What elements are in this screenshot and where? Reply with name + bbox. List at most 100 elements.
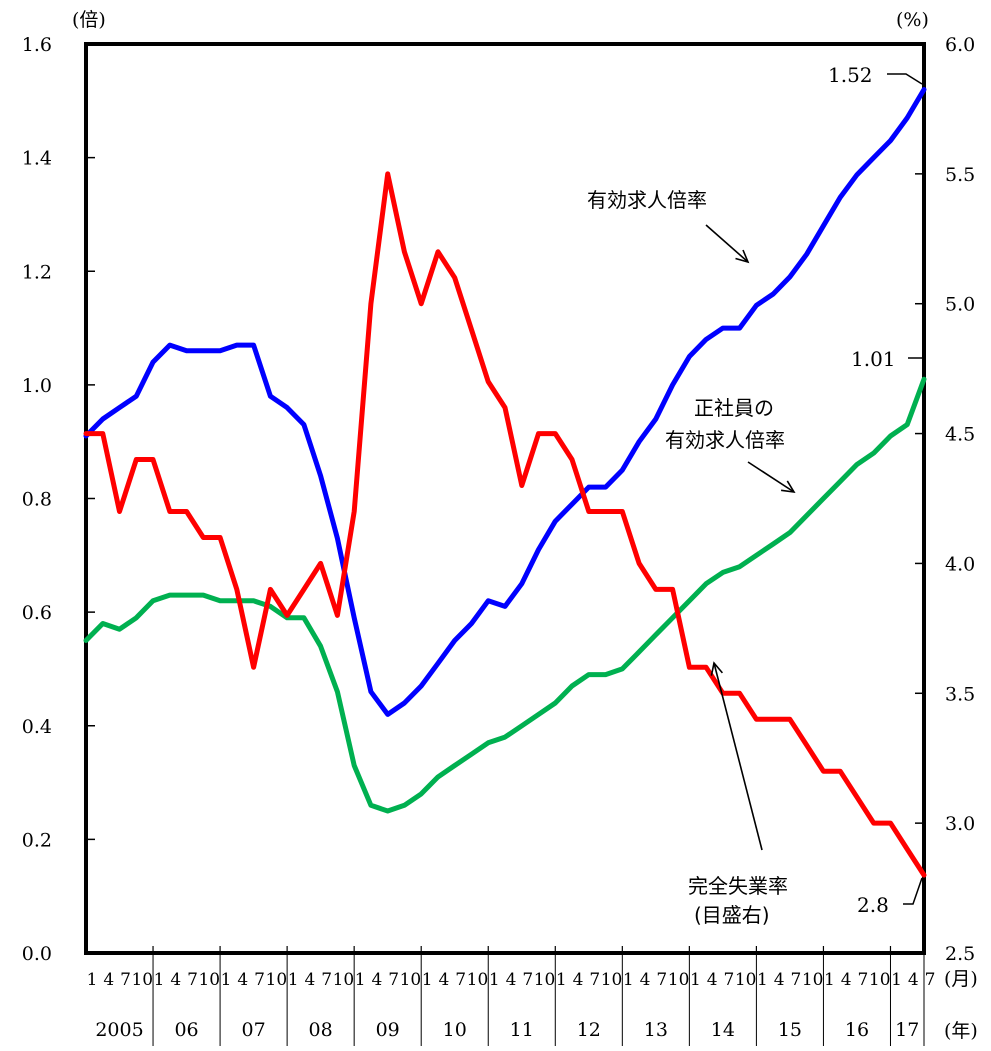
month-tick-label: 10 <box>802 970 824 990</box>
green-series-label-line1: 正社員の <box>694 396 774 420</box>
right-tick-label: 6.0 <box>945 34 975 56</box>
left-tick-label: 1.2 <box>22 261 52 283</box>
red-series-label-line1: 完全失業率 <box>688 874 788 898</box>
left-tick-label: 0.6 <box>22 602 52 624</box>
red-series-label-line2: (目盛右) <box>694 903 770 927</box>
month-tick-label: 4 <box>774 970 785 990</box>
month-tick-label: 1 <box>623 970 634 990</box>
right-axis-unit: (%) <box>896 9 929 31</box>
month-tick-label: 7 <box>388 970 399 990</box>
month-tick-label: 10 <box>198 970 220 990</box>
axes-group: 0.0 0.2 0.4 0.6 0.8 1.0 1.2 1.4 1.6 2.5 3.0 3.5 4.0 4… <box>22 9 978 1046</box>
month-tick-label: 4 <box>372 970 383 990</box>
green-fulltime-ratio-line <box>83 376 927 814</box>
year-label: 10 <box>443 1019 467 1041</box>
year-label: 08 <box>309 1019 333 1041</box>
blue-label-arrow <box>705 224 749 263</box>
month-tick-label: 10 <box>333 970 355 990</box>
plot-frame <box>84 42 926 955</box>
red-label-arrow <box>713 662 763 851</box>
year-label: 14 <box>711 1019 735 1041</box>
right-tick-label: 3.0 <box>945 813 975 835</box>
month-tick-label: 1 <box>824 970 835 990</box>
red-end-value: 2.8 <box>857 893 889 917</box>
month-tick-label: 4 <box>573 970 584 990</box>
blue-end-value: 1.52 <box>828 63 873 87</box>
month-tick-label: 10 <box>131 970 153 990</box>
green-end-value: 1.01 <box>851 347 896 371</box>
month-tick-label: 7 <box>858 970 869 990</box>
month-tick-label: 1 <box>556 970 567 990</box>
month-tick-label: 10 <box>869 970 891 990</box>
month-tick-label: 1 <box>355 970 366 990</box>
right-tick-label: 4.0 <box>945 553 975 575</box>
year-label: 09 <box>376 1019 400 1041</box>
year-label: 11 <box>510 1019 534 1041</box>
month-tick-label: 10 <box>601 970 623 990</box>
green-label-arrow-head <box>780 480 796 494</box>
right-tick-label: 5.5 <box>945 164 975 186</box>
month-tick-label: 7 <box>522 970 533 990</box>
month-tick-label: 4 <box>103 970 114 990</box>
series-group <box>83 87 927 878</box>
left-tick-label: 0.4 <box>22 716 52 738</box>
month-tick-label: 1 <box>489 970 500 990</box>
right-tick-label: 5.0 <box>945 294 975 316</box>
year-label: 07 <box>242 1019 266 1041</box>
left-tick-label: 1.4 <box>22 148 52 170</box>
month-tick-label: 1 <box>891 970 902 990</box>
left-tick-label: 1.0 <box>22 375 52 397</box>
month-tick-label: 7 <box>187 970 198 990</box>
month-tick-label: 7 <box>254 970 265 990</box>
month-tick-label: 4 <box>439 970 450 990</box>
month-tick-label: 4 <box>304 970 315 990</box>
month-tick-label: 1 <box>221 970 232 990</box>
right-tick-label: 2.5 <box>945 943 975 965</box>
month-tick-label: 1 <box>757 970 768 990</box>
month-tick-label: 7 <box>589 970 600 990</box>
left-tick-label: 1.6 <box>22 34 52 56</box>
month-tick-label: 7 <box>791 970 802 990</box>
blue-label-arrow-head <box>735 249 750 264</box>
year-label: 16 <box>845 1019 869 1041</box>
month-tick-label: 4 <box>170 970 181 990</box>
left-tick-label: 0.0 <box>22 943 52 965</box>
month-tick-label: 7 <box>656 970 667 990</box>
x-month-unit: (月) <box>944 968 978 990</box>
blue-end-leader <box>887 73 923 85</box>
month-tick-label: 1 <box>87 970 98 990</box>
blue-job-ratio-line <box>83 87 927 717</box>
year-label: 15 <box>778 1019 802 1041</box>
month-tick-label: 7 <box>723 970 734 990</box>
month-tick-label: 1 <box>422 970 433 990</box>
month-tick-label: 7 <box>321 970 332 990</box>
month-tick-label: 7 <box>455 970 466 990</box>
year-label: 12 <box>577 1019 601 1041</box>
month-tick-label: 4 <box>841 970 852 990</box>
month-tick-label: 1 <box>690 970 701 990</box>
month-tick-label: 10 <box>735 970 757 990</box>
year-label: 13 <box>644 1019 668 1041</box>
green-label-arrow <box>747 461 795 493</box>
month-tick-label: 10 <box>668 970 690 990</box>
month-tick-label: 1 <box>288 970 299 990</box>
month-tick-label: 4 <box>506 970 517 990</box>
blue-series-label: 有効求人倍率 <box>587 188 707 212</box>
red-end-leader <box>903 877 923 905</box>
year-label: 06 <box>174 1019 198 1041</box>
month-tick-label: 1 <box>154 970 165 990</box>
right-tick-label: 4.5 <box>945 424 975 446</box>
red-label-arrow-head <box>710 661 724 676</box>
red-unemployment-line <box>83 171 927 878</box>
month-tick-label: 4 <box>237 970 248 990</box>
left-axis-unit: (倍) <box>72 9 106 31</box>
month-tick-label: 4 <box>640 970 651 990</box>
month-tick-label: 10 <box>266 970 288 990</box>
month-tick-label: 7 <box>120 970 131 990</box>
x-year-unit: (年) <box>944 1020 978 1042</box>
month-tick-label: 10 <box>400 970 422 990</box>
year-label: 17 <box>895 1019 919 1041</box>
